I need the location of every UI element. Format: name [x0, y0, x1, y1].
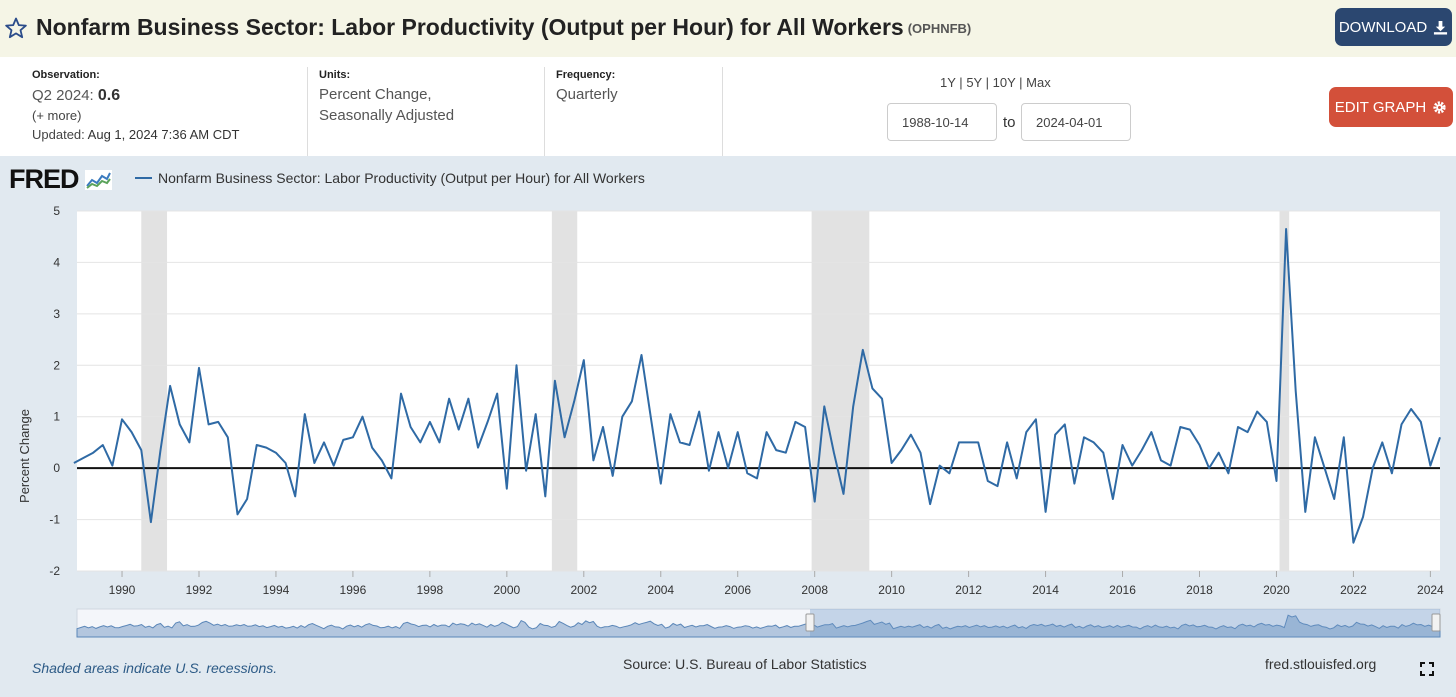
observation-value-line: Q2 2024: 0.6: [32, 85, 120, 106]
recession-note: Shaded areas indicate U.S. recessions.: [32, 660, 278, 676]
updated-label: Updated:: [32, 127, 85, 142]
units-panel: Units: Percent Change, Seasonally Adjust…: [308, 67, 545, 156]
range-10y[interactable]: 10Y: [992, 75, 1016, 90]
navigator-handle[interactable]: [805, 613, 815, 632]
observation-period: Q2 2024:: [32, 87, 94, 104]
x-tick-label: 1996: [340, 583, 367, 597]
start-date-input[interactable]: 1988-10-14: [887, 103, 997, 141]
chart-legend: Nonfarm Business Sector: Labor Productiv…: [135, 170, 645, 186]
updated-line: Updated: Aug 1, 2024 7:36 AM CDT: [32, 127, 239, 142]
y-tick-label: 1: [53, 410, 60, 424]
download-button[interactable]: DOWNLOAD: [1335, 8, 1452, 46]
range-max[interactable]: Max: [1026, 75, 1051, 90]
recession-band: [141, 211, 168, 571]
more-link[interactable]: (+ more): [32, 108, 82, 123]
x-tick-label: 2020: [1263, 583, 1290, 597]
updated-value: Aug 1, 2024 7:36 AM CDT: [87, 127, 240, 142]
navigator-selection[interactable]: [810, 609, 1440, 637]
x-tick-label: 2022: [1340, 583, 1367, 597]
series-id: (OPHNFB): [907, 21, 972, 36]
star-outline-icon[interactable]: [4, 16, 28, 40]
y-tick-label: 2: [53, 358, 60, 372]
range-sep: |: [985, 75, 989, 90]
page-title: Nonfarm Business Sector: Labor Productiv…: [36, 14, 972, 40]
frequency-value: Quarterly: [556, 86, 618, 103]
units-line2: Seasonally Adjusted: [319, 107, 455, 124]
recession-band: [811, 211, 870, 571]
edit-graph-button[interactable]: EDIT GRAPH: [1329, 87, 1453, 127]
line-chart: 5 4 3 2 1 0 -1 -2 1990 1992 1994 1996 1998 2000 2002 2…: [17, 204, 1444, 638]
fred-logo-text: FRED: [9, 164, 79, 194]
expand-icon[interactable]: [1420, 662, 1434, 676]
legend-label: Nonfarm Business Sector: Labor Productiv…: [158, 170, 645, 186]
x-tick-label: 2010: [878, 583, 905, 597]
edit-graph-label: EDIT GRAPH: [1334, 98, 1427, 116]
to-label: to: [1003, 114, 1016, 131]
x-tick-label: 1994: [263, 583, 290, 597]
download-icon: [1434, 20, 1448, 35]
frequency-panel: Frequency: Quarterly: [545, 67, 723, 156]
title-bar: Nonfarm Business Sector: Labor Productiv…: [0, 0, 1456, 57]
range-sep: |: [959, 75, 963, 90]
range-5y[interactable]: 5Y: [966, 75, 982, 90]
x-tick-label: 2008: [801, 583, 828, 597]
range-links: 1Y | 5Y | 10Y | Max: [940, 75, 1051, 90]
plot-background: [77, 211, 1440, 571]
x-tick-label: 2006: [724, 583, 751, 597]
navigator-handle[interactable]: [1431, 613, 1441, 632]
x-tick-label: 1992: [186, 583, 213, 597]
observation-value: 0.6: [97, 87, 121, 104]
x-tick-label: 2018: [1186, 583, 1213, 597]
y-tick-label: 4: [53, 255, 60, 269]
y-axis-label: Percent Change: [17, 409, 32, 503]
y-tick-label: 0: [53, 461, 60, 475]
y-tick-label: -2: [49, 564, 60, 578]
units-line1: Percent Change,: [319, 86, 432, 103]
y-tick-label: 5: [53, 204, 60, 218]
end-date-input[interactable]: 2024-04-01: [1021, 103, 1131, 141]
x-tick-label: 2024: [1417, 583, 1444, 597]
x-tick-label: 2004: [647, 583, 674, 597]
units-label: Units:: [319, 69, 351, 81]
download-label: DOWNLOAD: [1338, 18, 1428, 36]
gear-icon: [1433, 100, 1446, 114]
x-tick-label: 2000: [493, 583, 520, 597]
series-line-productivity: [73, 228, 1441, 544]
observation-label: Observation:: [32, 69, 100, 81]
y-tick-label: -1: [49, 513, 60, 527]
frequency-label: Frequency:: [556, 69, 616, 81]
x-tick-label: 1998: [417, 583, 444, 597]
legend-swatch: [135, 177, 152, 179]
fred-chart-logo-icon: [85, 170, 113, 190]
x-tick-label: 1990: [109, 583, 136, 597]
fred-logo: FRED: [9, 164, 113, 195]
range-1y[interactable]: 1Y: [940, 75, 956, 90]
y-tick-label: 3: [53, 307, 60, 321]
navigator-area: [76, 614, 1441, 638]
range-sep: |: [1019, 75, 1023, 90]
observation-panel: Observation: Q2 2024: 0.6 (+ more) Updat…: [20, 67, 308, 156]
x-tick-label: 2012: [955, 583, 982, 597]
x-tick-label: 2014: [1032, 583, 1059, 597]
x-tick-label: 2016: [1109, 583, 1136, 597]
source-text: Source: U.S. Bureau of Labor Statistics: [623, 656, 867, 672]
recession-band: [1279, 211, 1290, 571]
fred-url[interactable]: fred.stlouisfed.org: [1265, 656, 1377, 672]
x-tick-label: 2002: [570, 583, 597, 597]
